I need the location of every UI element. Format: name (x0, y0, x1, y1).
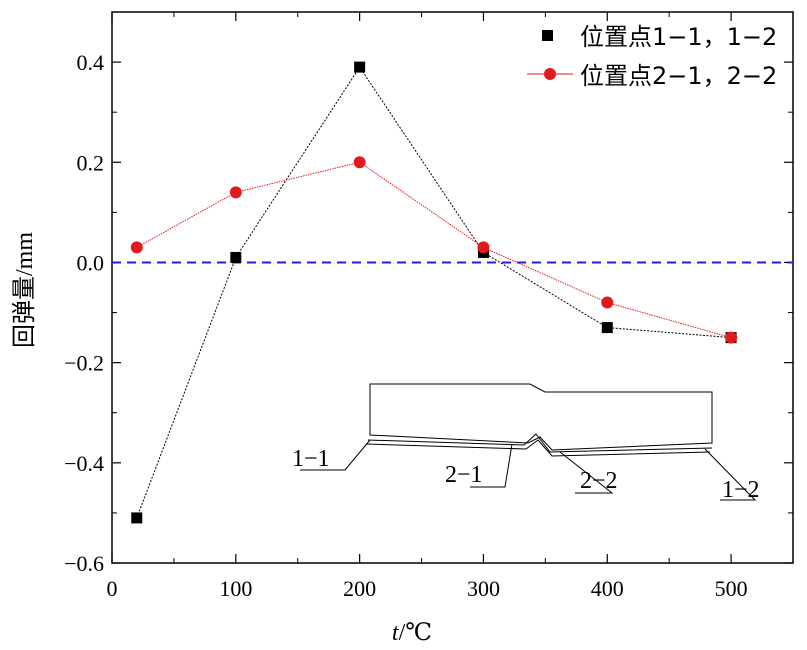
series-line-1 (136, 66, 732, 519)
plot-frame (111, 11, 794, 564)
data-point-square (601, 322, 613, 334)
y-tick-label: 0.2 (77, 150, 105, 175)
y-tick-label: 0.4 (77, 50, 105, 75)
series-line-2 (136, 161, 732, 339)
legend: 位置点1−1，1−2 位置点2−1，2−2 (527, 23, 777, 90)
inset-part-edge (367, 433, 713, 453)
data-point-circle (601, 296, 614, 309)
inset-label-1-2: 1−2 (722, 477, 760, 503)
x-tick-label: 200 (343, 576, 376, 601)
inset-label-1-1: 1−1 (292, 446, 330, 472)
x-tick-label: 300 (467, 576, 500, 601)
inset-leader-1-2 (704, 448, 757, 501)
y-tick-label: −0.4 (64, 451, 104, 476)
x-tick-label: 400 (591, 576, 624, 601)
legend-label-series-1: 位置点1−1，1−2 (580, 23, 777, 51)
inset-leader-2-1 (470, 443, 513, 488)
data-point-square (230, 251, 242, 263)
x-axis-title-var: t (392, 620, 400, 646)
data-point-circle (229, 186, 242, 199)
inset-label-2-2: 2−2 (580, 468, 618, 494)
legend-label-series-2: 位置点2−1，2−2 (580, 62, 777, 90)
data-point-circle (477, 241, 490, 254)
inset-part-outline (369, 383, 713, 451)
data-point-circle (353, 156, 366, 169)
y-tick-label: 0.0 (77, 250, 105, 275)
data-point-square (354, 61, 366, 73)
inset-label-2-1: 2−1 (445, 462, 483, 488)
x-tick-label: 500 (715, 576, 748, 601)
inset-part-edge-2 (365, 439, 711, 457)
data-point-square (131, 512, 143, 524)
y-tick-label: −0.6 (64, 551, 104, 576)
x-axis-title: t/℃ (392, 620, 432, 646)
x-tick-label: 100 (219, 576, 252, 601)
legend-square-marker (542, 30, 553, 41)
data-point-circle (725, 331, 738, 344)
y-axis-title: 回弹量/mm (11, 232, 38, 348)
x-tick-label: 0 (107, 576, 118, 601)
y-tick-label: −0.2 (64, 351, 104, 376)
legend-circle-marker (544, 68, 556, 80)
x-axis-title-unit: /℃ (399, 620, 433, 646)
inset-leader-1-1 (300, 439, 371, 471)
plot-area: 0 100 200 300 400 500 −0.6 −0.4 −0.2 0.0 0.2 0.4 (64, 11, 794, 601)
inset-leader-2-2 (559, 451, 614, 494)
data-point-circle (130, 241, 143, 254)
part-inset-diagram: 1−1 2−1 2−2 1−2 (292, 383, 760, 503)
